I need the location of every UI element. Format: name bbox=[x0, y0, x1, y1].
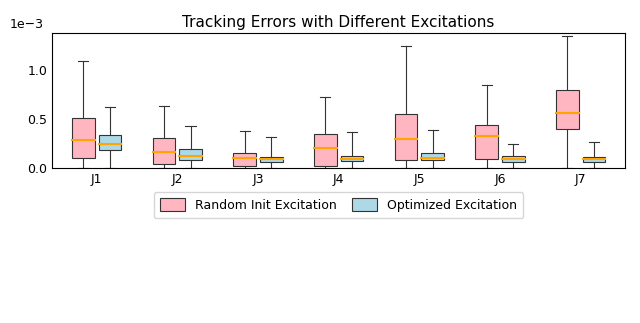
Bar bbox=[340, 156, 364, 162]
Bar bbox=[234, 153, 256, 166]
Bar bbox=[72, 118, 95, 158]
Bar bbox=[421, 153, 444, 161]
Bar bbox=[395, 114, 417, 160]
Text: 1e−3: 1e−3 bbox=[9, 18, 44, 31]
Bar bbox=[179, 149, 202, 161]
Bar bbox=[153, 138, 175, 164]
Title: Tracking Errors with Different Excitations: Tracking Errors with Different Excitatio… bbox=[182, 15, 495, 30]
Legend: Random Init Excitation, Optimized Excitation: Random Init Excitation, Optimized Excita… bbox=[154, 192, 524, 218]
Bar bbox=[99, 135, 121, 150]
Bar bbox=[476, 125, 498, 159]
Bar bbox=[260, 157, 282, 162]
Bar bbox=[556, 90, 579, 129]
Bar bbox=[314, 133, 337, 166]
Bar bbox=[582, 157, 605, 162]
Bar bbox=[502, 156, 525, 162]
